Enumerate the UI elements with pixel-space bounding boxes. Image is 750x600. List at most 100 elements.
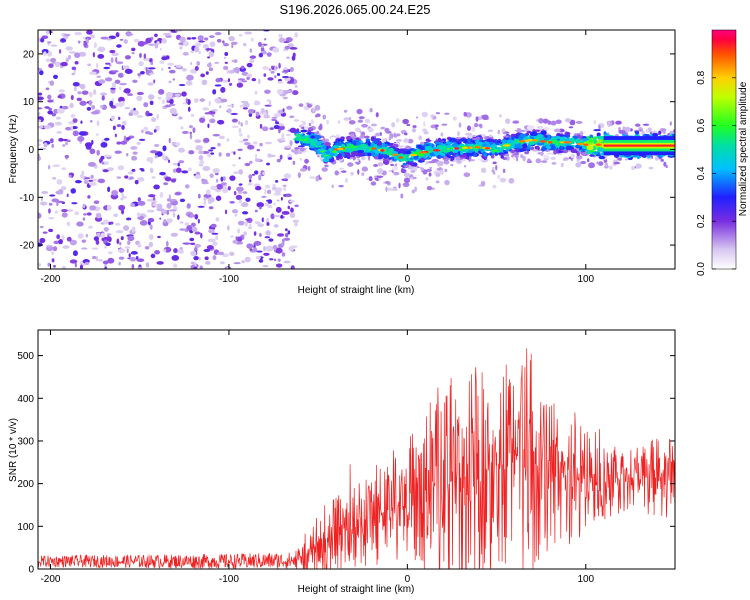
heatmap-cell — [103, 154, 112, 158]
heatmap-cell — [89, 34, 96, 39]
heatmap-cell — [88, 91, 93, 98]
heatmap-cell — [245, 218, 251, 221]
heatmap-cell — [39, 70, 44, 76]
heatmap-cell — [48, 63, 54, 68]
heatmap-cell — [65, 46, 73, 51]
heatmap-cell — [347, 162, 354, 167]
heatmap-cell — [86, 106, 92, 111]
heatmap-cell — [474, 145, 481, 149]
heatmap-cell — [277, 258, 281, 262]
heatmap-cell — [567, 147, 571, 150]
heatmap-cell — [103, 226, 109, 232]
heatmap-cell — [205, 71, 209, 75]
heatmap-cell — [142, 57, 150, 62]
heatmap-cell — [383, 158, 389, 161]
heatmap-cell — [652, 133, 659, 137]
heatmap-cell — [570, 148, 578, 154]
heatmap-cell — [490, 154, 495, 159]
heatmap-cell — [264, 89, 271, 94]
heatmap-cell — [268, 238, 274, 242]
heatmap-cell — [408, 162, 413, 166]
heatmap-cell — [237, 220, 245, 226]
heatmap-cell — [485, 147, 491, 150]
heatmap-cell — [266, 230, 271, 236]
heatmap-cell — [261, 126, 269, 132]
heatmap-cell — [124, 55, 131, 60]
heatmap-cell — [100, 36, 109, 40]
heatmap-cell — [119, 86, 122, 91]
heatmap-cell — [272, 47, 280, 53]
heatmap-cell — [157, 96, 162, 100]
heatmap-cell — [100, 232, 106, 238]
heatmap-cell — [261, 195, 267, 198]
heatmap-cell — [92, 52, 95, 58]
heatmap-cell — [153, 184, 160, 190]
heatmap-cell — [393, 171, 400, 176]
heatmap-cell — [41, 191, 49, 194]
heatmap-cell — [435, 135, 443, 138]
heatmap-cell — [380, 149, 385, 152]
heatmap-cell — [472, 135, 477, 138]
heatmap-cell — [174, 192, 181, 196]
heatmap-cell — [344, 178, 349, 183]
heatmap-cell — [137, 243, 142, 248]
heatmap-cell — [543, 126, 550, 131]
heatmap-cell — [426, 185, 433, 191]
heatmap-cell — [527, 142, 535, 146]
heatmap-cell — [246, 243, 254, 249]
colorbar-gradient — [711, 29, 737, 270]
heatmap-cell — [294, 204, 299, 208]
heatmap-cell — [404, 150, 412, 155]
heatmap-cell — [233, 151, 236, 155]
heatmap-cell — [74, 52, 81, 59]
heatmap-cell — [588, 162, 595, 169]
heatmap-cell — [179, 198, 186, 203]
heatmap-cell — [241, 260, 246, 264]
heatmap-cell — [373, 164, 379, 167]
heatmap-cell — [45, 87, 50, 91]
colorbar-tick-label: 0.8 — [696, 70, 707, 84]
heatmap-cell — [226, 138, 230, 142]
heatmap-cell — [101, 162, 105, 165]
heatmap-cell — [422, 169, 428, 175]
heatmap-cell — [270, 65, 275, 69]
heatmap-cell — [179, 228, 187, 231]
heatmap-cell — [283, 186, 287, 192]
heatmap-cell — [529, 131, 538, 137]
heatmap-cell — [361, 172, 365, 177]
heatmap-cell — [642, 123, 650, 126]
heatmap-cell — [398, 148, 406, 154]
spectrogram-cells — [38, 30, 675, 269]
heatmap-cell — [127, 235, 135, 242]
heatmap-cell — [253, 109, 256, 114]
heatmap-cell — [143, 126, 149, 131]
heatmap-cell — [505, 153, 510, 157]
heatmap-cell — [275, 121, 280, 125]
heatmap-cell — [197, 35, 204, 41]
heatmap-cell — [78, 51, 87, 57]
heatmap-cell — [229, 251, 235, 257]
heatmap-cell — [120, 197, 124, 201]
heatmap-cell — [245, 197, 251, 202]
heatmap-cell — [258, 52, 264, 58]
heatmap-cell — [284, 77, 291, 82]
heatmap-cell — [51, 251, 55, 256]
heatmap-cell — [618, 129, 626, 134]
heatmap-cell — [570, 141, 575, 145]
heatmap-cell — [189, 242, 196, 246]
heatmap-cell — [203, 200, 207, 206]
heatmap-cell — [238, 183, 243, 186]
heatmap-cell — [301, 133, 305, 137]
heatmap-cell — [582, 145, 588, 150]
heatmap-cell — [242, 107, 248, 110]
spectrogram-y-tick-label: 20 — [23, 49, 35, 60]
heatmap-cell — [247, 144, 255, 150]
heatmap-cell — [265, 217, 270, 224]
heatmap-cell — [383, 160, 390, 165]
heatmap-cell — [285, 89, 294, 94]
heatmap-cell — [222, 42, 229, 47]
heatmap-cell — [102, 219, 109, 225]
heatmap-cell — [262, 171, 266, 175]
heatmap-cell — [409, 157, 413, 160]
heatmap-cell — [186, 74, 194, 81]
